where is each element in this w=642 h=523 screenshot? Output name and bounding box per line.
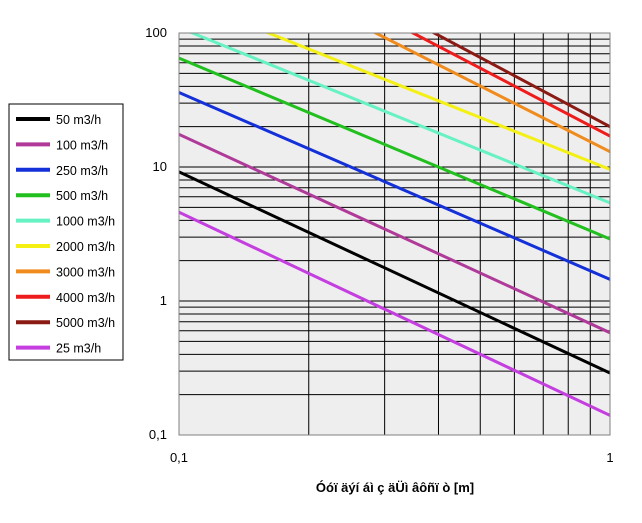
- series-line-4000-m3-h: [409, 33, 610, 138]
- series-line-5000-m3-h: [431, 33, 610, 129]
- y-tick-label: 1: [160, 293, 167, 308]
- legend: 50 m3/h 100 m3/h 250 m3/h 500 m3/h 1000 m3/h…: [8, 103, 124, 361]
- series-line-50-m3-h: [179, 170, 610, 375]
- series-line-25-m3-h: [179, 210, 610, 417]
- legend-label: 4000 m3/h: [56, 291, 115, 305]
- series-line-2000-m3-h: [264, 33, 610, 171]
- series-line-3000-m3-h: [372, 33, 610, 154]
- legend-label: 100 m3/h: [56, 138, 108, 152]
- series-line-500-m3-h: [179, 56, 610, 241]
- y-tick-label: 100: [145, 25, 167, 40]
- legend-label: 2000 m3/h: [56, 240, 115, 254]
- legend-label: 5000 m3/h: [56, 316, 115, 330]
- plot-frame: [178, 32, 611, 436]
- series-line-250-m3-h: [179, 91, 610, 281]
- x-axis-label: Óóï äýí áì ç äÜì âôñï ò [m]: [316, 480, 474, 495]
- x-tick-label: 1: [606, 450, 613, 465]
- y-tick-labels: 0,1 1 10 100: [145, 25, 167, 442]
- series-line-1000-m3-h: [188, 33, 610, 205]
- x-tick-label: 0,1: [170, 450, 188, 465]
- legend-label: 3000 m3/h: [56, 265, 115, 279]
- legend-label: 50 m3/h: [56, 113, 101, 127]
- series-line-100-m3-h: [179, 132, 610, 335]
- y-tick-label: 0,1: [149, 427, 167, 442]
- legend-box: [8, 103, 124, 361]
- legend-label: 25 m3/h: [56, 342, 101, 356]
- legend-label: 1000 m3/h: [56, 215, 115, 229]
- legend-label: 500 m3/h: [56, 189, 108, 203]
- y-tick-label: 10: [153, 159, 167, 174]
- x-tick-labels: 0,1 1: [170, 450, 614, 465]
- legend-label: 250 m3/h: [56, 164, 108, 178]
- series-lines: [179, 33, 610, 417]
